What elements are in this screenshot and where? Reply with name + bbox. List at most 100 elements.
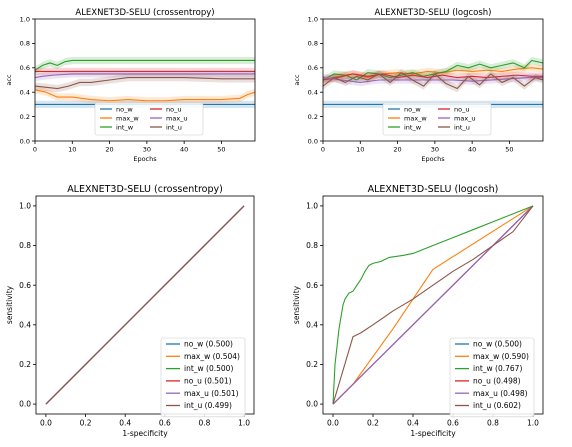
y-tick-label: 1.0 xyxy=(19,202,31,211)
x-axis-label: 1-specificity xyxy=(410,429,456,438)
y-tick-label: 1.0 xyxy=(308,15,318,23)
chart-title: ALEXNET3D-SELU (crossentropy) xyxy=(67,184,223,195)
y-tick-label: 0.8 xyxy=(308,40,318,48)
legend-label-no_u: no_u xyxy=(166,105,181,113)
x-tick-label: 50 xyxy=(505,146,513,154)
series-line-max_w xyxy=(35,89,255,102)
y-tick-label: 0.6 xyxy=(308,64,318,72)
chart-title: ALEXNET3D-SELU (logcosh) xyxy=(375,8,492,18)
y-tick-label: 1.0 xyxy=(20,15,30,23)
y-tick-label: 0.2 xyxy=(20,113,30,121)
legend-box xyxy=(449,337,535,418)
y-tick-label: 0.2 xyxy=(306,360,318,369)
chart-panel-3: ALEXNET3D-SELU (crossentropy) 0.0 0.2 0.4 0.… xyxy=(5,184,255,438)
x-tick-label: 0 xyxy=(321,146,325,154)
legend-box xyxy=(382,102,492,136)
axes-frame xyxy=(322,195,544,415)
x-tick-label: 30 xyxy=(143,146,151,154)
legend-label-int_u: int_u xyxy=(454,123,470,131)
x-tick-label: 30 xyxy=(431,146,439,154)
x-tick-label: 0.0 xyxy=(40,419,52,428)
legend-label-int_w: int_w xyxy=(116,123,134,131)
axes-frame xyxy=(35,195,255,415)
chart-panel-1: ALEXNET3D-SELU (crossentropy) 0 10 20 30 40 50… xyxy=(5,8,256,163)
series-line-int_w xyxy=(332,205,534,405)
series-line-int_u xyxy=(35,77,255,90)
x-tick-label: 10 xyxy=(356,146,364,154)
legend-label-int_u: int_u (0.499) xyxy=(184,401,232,410)
x-axis-label: Epochs xyxy=(133,155,157,163)
legend-label-int_w: int_w xyxy=(404,123,422,131)
series-line-max_w xyxy=(323,67,543,81)
axes-frame xyxy=(34,18,256,142)
y-tick-label: 0.0 xyxy=(20,137,30,145)
series-line-int_w xyxy=(35,59,255,71)
x-tick-label: 0.2 xyxy=(80,419,92,428)
plot-area xyxy=(323,56,543,109)
y-tick-label: 0.4 xyxy=(308,88,318,96)
x-tick-label: 0.4 xyxy=(119,419,131,428)
y-tick-label: 0.8 xyxy=(19,241,31,250)
chart-panel-4: ALEXNET3D-SELU (logcosh) 0.0 0.2 0.4 0.6 0.8 1… xyxy=(292,184,544,438)
legend-label-max_w: max_w xyxy=(404,114,427,122)
chart-title: ALEXNET3D-SELU (logcosh) xyxy=(368,184,499,195)
series-band-max_u xyxy=(35,70,255,82)
y-tick-label: 0.6 xyxy=(20,64,30,72)
chart-title: ALEXNET3D-SELU (crossentropy) xyxy=(75,8,214,18)
legend-label-max_w: max_w xyxy=(116,114,139,122)
x-tick-label: 0.0 xyxy=(327,419,339,428)
y-tick-label: 0.8 xyxy=(306,241,318,250)
series-line-int_u xyxy=(332,205,534,405)
legend-label-int_u: int_u (0.602) xyxy=(473,401,521,410)
series-line-max_u xyxy=(35,73,255,79)
plot-area xyxy=(45,205,245,405)
x-tick-label: 10 xyxy=(68,146,76,154)
y-tick-label: 0.0 xyxy=(308,137,318,145)
x-tick-label: 0.8 xyxy=(487,419,499,428)
legend-label-int_u: int_u xyxy=(166,123,182,131)
legend-label-max_u: max_u (0.501) xyxy=(184,389,239,398)
x-tick-label: 20 xyxy=(393,146,401,154)
legend-label-max_w: max_w (0.504) xyxy=(184,352,240,361)
x-tick-label: 0.6 xyxy=(159,419,171,428)
x-tick-label: 0 xyxy=(33,146,37,154)
y-tick-label: 0.4 xyxy=(20,88,30,96)
legend-label-no_w: no_w xyxy=(116,105,133,113)
y-axis-label: acc xyxy=(5,74,13,86)
y-axis-label: sensitivity xyxy=(5,285,14,324)
legend-label-no_w: no_w xyxy=(404,105,421,113)
plot-area xyxy=(332,205,534,405)
y-tick-label: 0.8 xyxy=(20,40,30,48)
legend: no_w (0.500) max_w (0.504) int_w (0.500) no… xyxy=(160,337,246,418)
legend-label-int_w: int_w (0.767) xyxy=(473,364,522,373)
y-tick-label: 0.2 xyxy=(19,360,31,369)
y-tick-label: 0.6 xyxy=(19,281,31,290)
y-tick-label: 0.6 xyxy=(306,281,318,290)
legend-label-int_w: int_w (0.500) xyxy=(184,364,233,373)
x-tick-label: 1.0 xyxy=(238,419,250,428)
x-tick-label: 0.2 xyxy=(367,419,379,428)
y-tick-label: 0.0 xyxy=(306,400,318,409)
legend-label-no_w: no_w (0.500) xyxy=(473,340,522,349)
y-tick-label: 0.4 xyxy=(306,320,318,329)
legend-label-no_u: no_u (0.498) xyxy=(473,377,521,386)
legend-label-no_u: no_u (0.501) xyxy=(184,377,232,386)
legend-label-no_w: no_w (0.500) xyxy=(184,340,233,349)
legend-label-no_u: no_u xyxy=(454,105,469,113)
legend-box xyxy=(94,102,204,136)
x-tick-label: 0.8 xyxy=(198,419,210,428)
series-line-int_u xyxy=(323,72,543,90)
y-tick-label: 1.0 xyxy=(306,202,318,211)
plot-area xyxy=(35,56,255,109)
legend-label-max_u: max_u (0.498) xyxy=(473,389,528,398)
y-tick-label: 0.4 xyxy=(19,320,31,329)
x-tick-label: 0.6 xyxy=(447,419,459,428)
series-band-int_w xyxy=(323,56,543,84)
legend: no_w (0.500) max_w (0.590) int_w (0.767) no… xyxy=(449,337,535,418)
series-band-int_w xyxy=(35,56,255,74)
x-tick-label: 20 xyxy=(105,146,113,154)
series-line-max_u xyxy=(332,205,534,405)
